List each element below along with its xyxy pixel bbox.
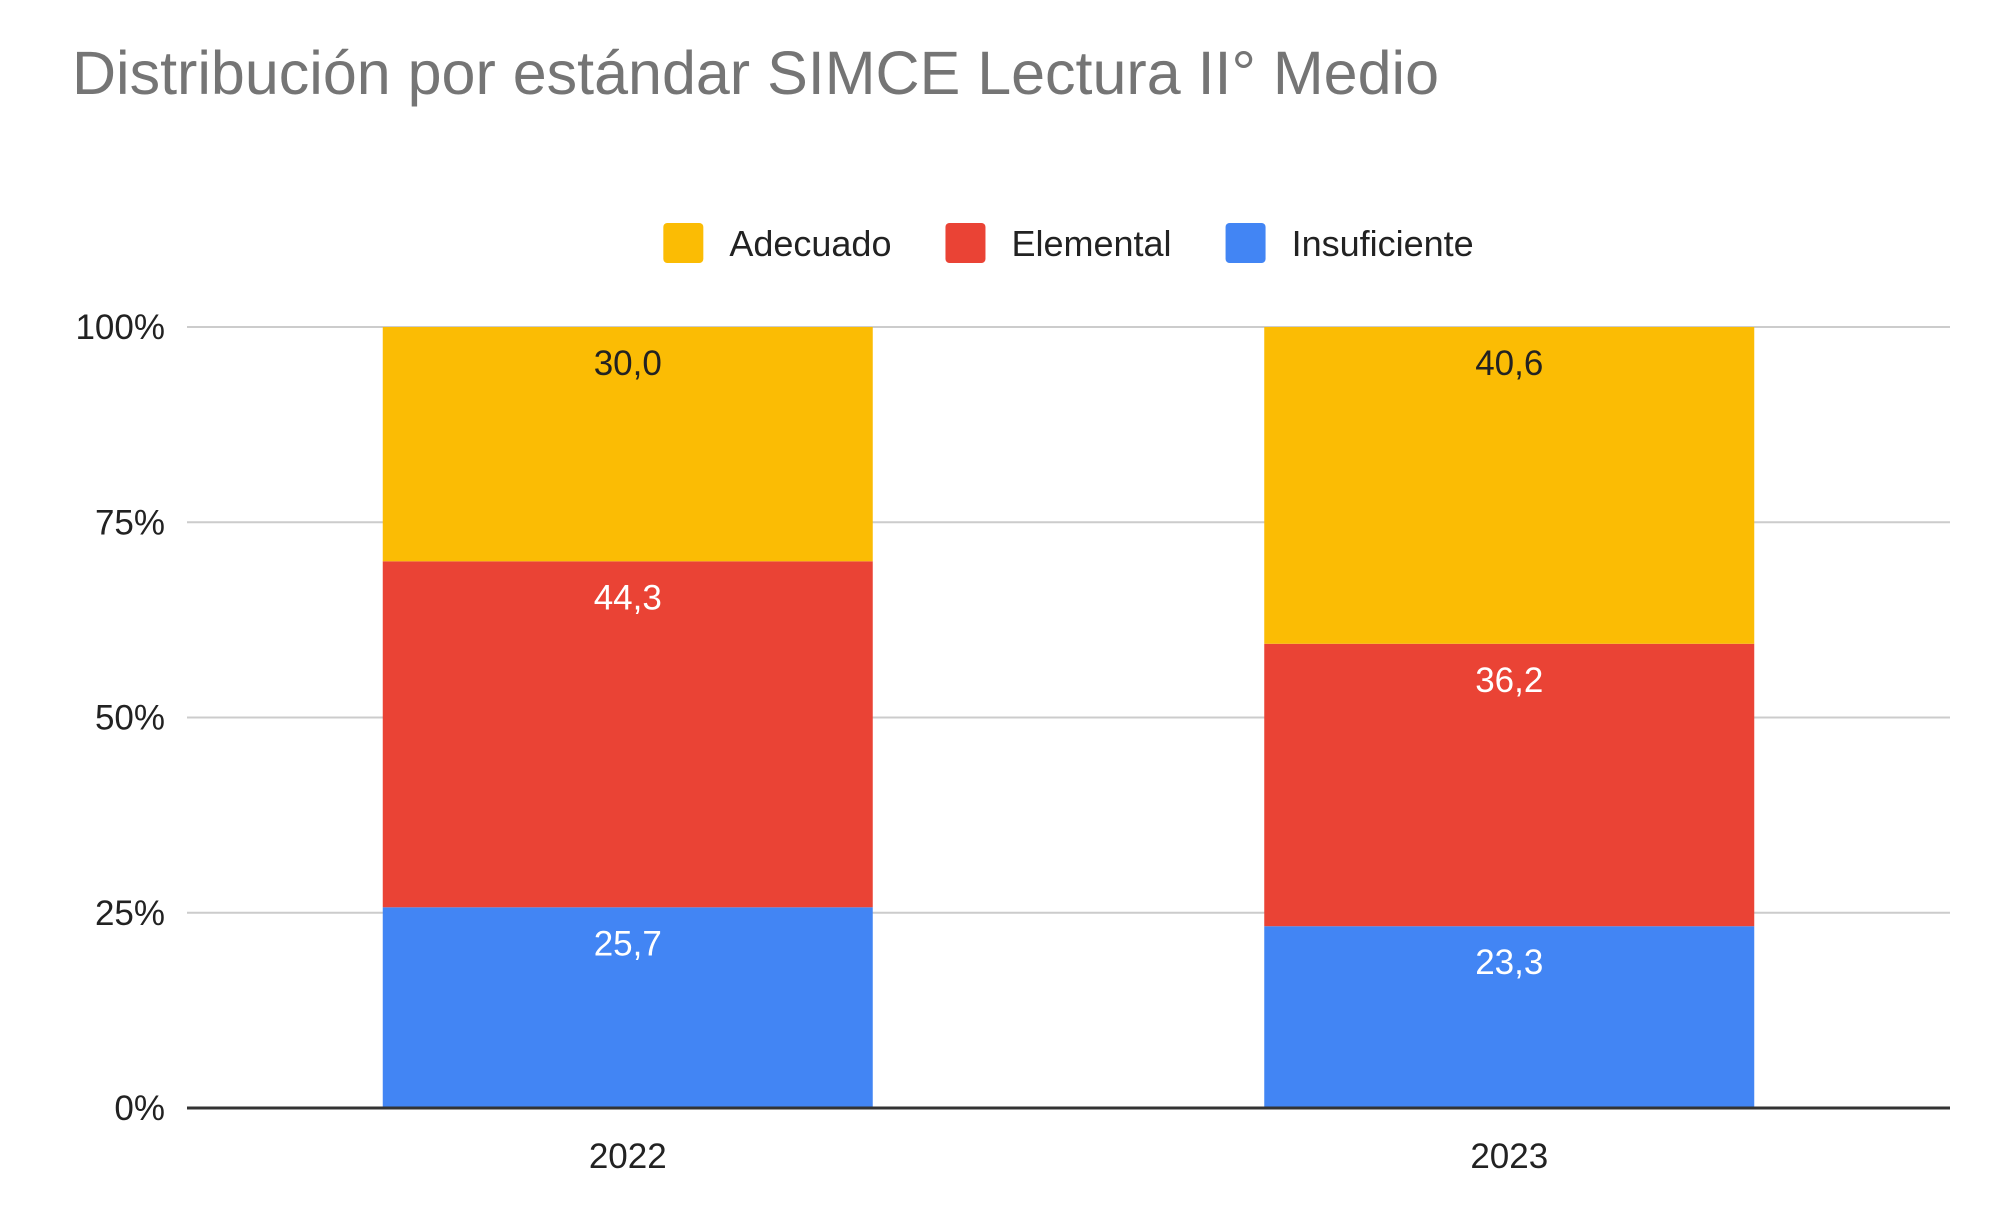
data-label: 25,7 (594, 924, 662, 963)
legend-swatch-elemental (945, 223, 986, 263)
legend: Adecuado Elemental Insuficiente (663, 223, 1474, 264)
data-label: 40,6 (1475, 344, 1543, 383)
bar-segment-insuficiente-2023 (1264, 926, 1755, 1108)
y-tick-label: 75% (95, 503, 165, 542)
x-axis: 2022 2023 (187, 1106, 1950, 1176)
data-label: 36,2 (1475, 661, 1543, 700)
data-label: 23,3 (1475, 943, 1543, 982)
data-label: 30,0 (594, 344, 662, 383)
bar-segment-elemental-2023 (1264, 643, 1755, 927)
x-tick-label: 2022 (589, 1137, 667, 1176)
y-axis: 0% 25% 50% 75% 100% (75, 308, 165, 1128)
chart-title: Distribución por estándar SIMCE Lectura … (72, 39, 1439, 107)
legend-label-insuficiente: Insuficiente (1292, 223, 1474, 264)
bar-segment-insuficiente-2022 (382, 907, 873, 1108)
legend-swatch-insuficiente (1225, 223, 1266, 263)
bar-segment-adecuado-2023 (1264, 327, 1755, 644)
data-label: 44,3 (594, 578, 662, 617)
y-tick-label: 50% (95, 699, 165, 738)
bars: 25,7 44,3 30,0 23,3 36,2 40,6 (382, 327, 1755, 1108)
legend-label-elemental: Elemental (1011, 223, 1171, 264)
legend-swatch-adecuado (663, 223, 704, 263)
bar-segment-elemental-2022 (382, 561, 873, 908)
bar-segment-adecuado-2022 (382, 327, 873, 562)
x-tick-label: 2023 (1470, 1137, 1548, 1176)
y-tick-label: 0% (114, 1089, 165, 1128)
y-tick-label: 25% (95, 894, 165, 933)
legend-label-adecuado: Adecuado (729, 223, 891, 264)
y-tick-label: 100% (75, 308, 165, 347)
